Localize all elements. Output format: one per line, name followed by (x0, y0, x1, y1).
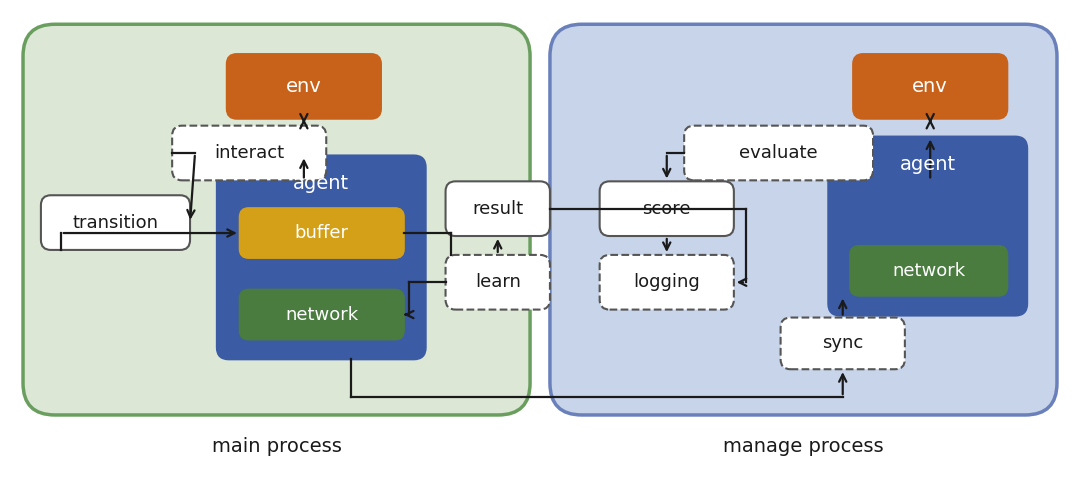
Text: learn: learn (475, 273, 521, 291)
FancyBboxPatch shape (172, 126, 326, 180)
FancyBboxPatch shape (550, 24, 1057, 415)
Text: main process: main process (212, 437, 341, 456)
Text: network: network (892, 262, 966, 280)
Text: interact: interact (214, 144, 284, 162)
FancyBboxPatch shape (446, 181, 550, 236)
Text: env: env (913, 77, 948, 96)
Text: transition: transition (72, 214, 159, 232)
FancyBboxPatch shape (828, 137, 1027, 315)
Text: evaluate: evaluate (740, 144, 818, 162)
FancyBboxPatch shape (446, 255, 550, 310)
FancyBboxPatch shape (850, 246, 1008, 296)
Text: score: score (643, 200, 691, 217)
FancyBboxPatch shape (41, 195, 190, 250)
Text: agent: agent (900, 155, 956, 174)
Text: manage process: manage process (724, 437, 883, 456)
Text: logging: logging (633, 273, 700, 291)
FancyBboxPatch shape (227, 54, 381, 119)
FancyBboxPatch shape (684, 126, 873, 180)
FancyBboxPatch shape (853, 54, 1008, 119)
FancyBboxPatch shape (240, 208, 404, 258)
FancyBboxPatch shape (599, 181, 734, 236)
FancyBboxPatch shape (217, 155, 426, 359)
Text: buffer: buffer (295, 224, 349, 242)
Text: agent: agent (293, 174, 349, 193)
FancyBboxPatch shape (781, 317, 905, 369)
Text: network: network (285, 305, 359, 324)
FancyBboxPatch shape (23, 24, 530, 415)
FancyBboxPatch shape (240, 290, 404, 339)
Text: env: env (286, 77, 322, 96)
Text: result: result (472, 200, 524, 217)
Text: sync: sync (822, 335, 863, 352)
FancyBboxPatch shape (599, 255, 734, 310)
